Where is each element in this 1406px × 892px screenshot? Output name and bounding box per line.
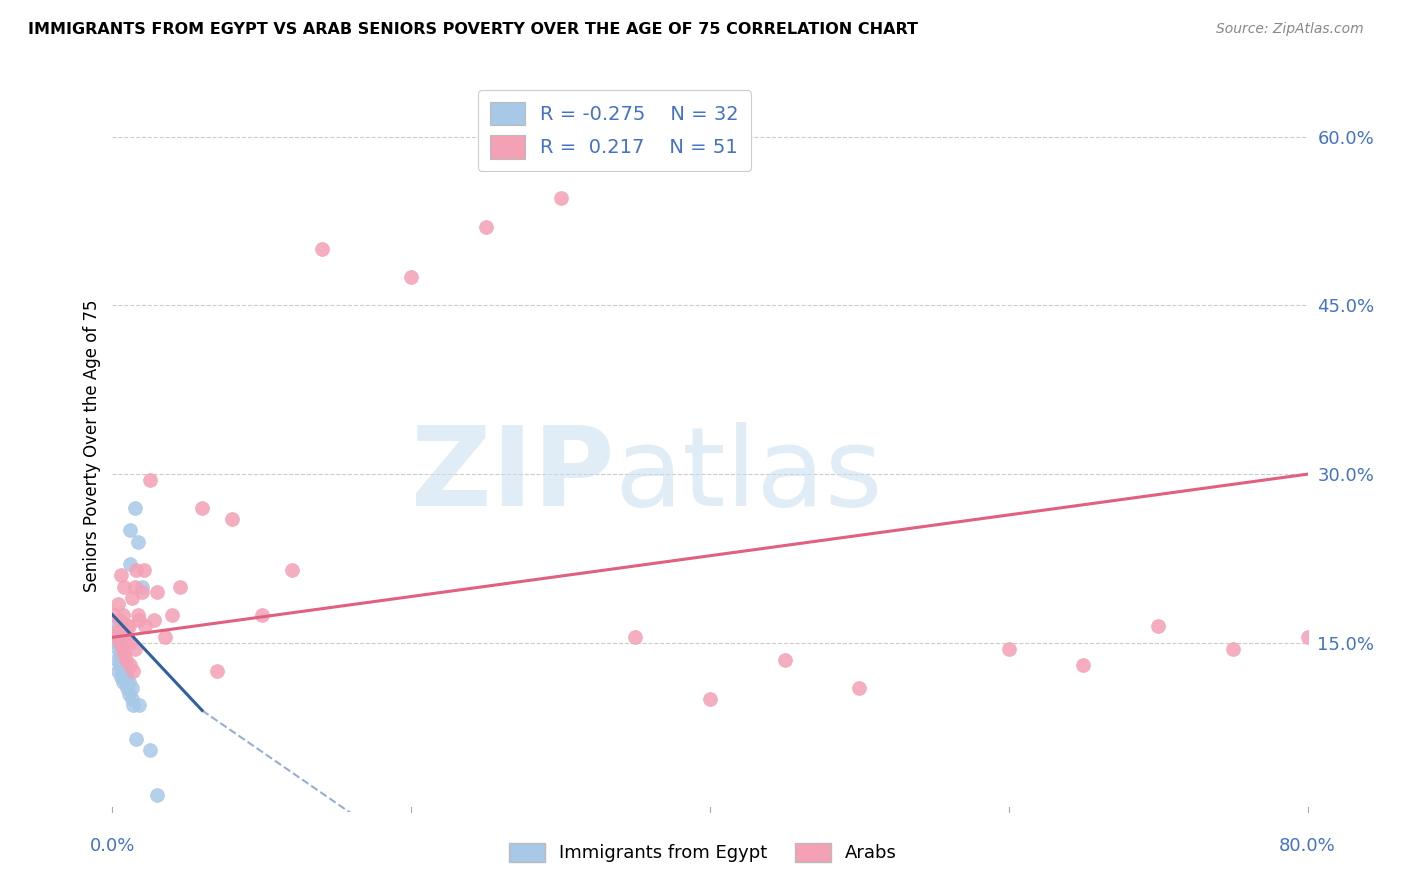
Text: Source: ZipAtlas.com: Source: ZipAtlas.com bbox=[1216, 22, 1364, 37]
Text: 0.0%: 0.0% bbox=[90, 837, 135, 855]
Point bbox=[699, 692, 721, 706]
Point bbox=[162, 607, 183, 622]
Point bbox=[118, 619, 141, 633]
Point bbox=[139, 743, 162, 757]
Point bbox=[117, 619, 139, 633]
Point bbox=[125, 731, 148, 746]
Text: IMMIGRANTS FROM EGYPT VS ARAB SENIORS POVERTY OVER THE AGE OF 75 CORRELATION CHA: IMMIGRANTS FROM EGYPT VS ARAB SENIORS PO… bbox=[28, 22, 918, 37]
Point bbox=[998, 641, 1021, 656]
Point bbox=[104, 619, 127, 633]
Point bbox=[250, 607, 273, 622]
Text: atlas: atlas bbox=[614, 422, 883, 529]
Point bbox=[191, 500, 214, 515]
Text: ZIP: ZIP bbox=[411, 422, 614, 529]
Point bbox=[134, 619, 156, 633]
Point bbox=[153, 630, 176, 644]
Point bbox=[122, 664, 145, 678]
Y-axis label: Seniors Poverty Over the Age of 75: Seniors Poverty Over the Age of 75 bbox=[83, 300, 101, 592]
Point bbox=[1222, 641, 1244, 656]
Point bbox=[221, 512, 243, 526]
Point bbox=[121, 681, 143, 695]
Point bbox=[124, 500, 146, 515]
Point bbox=[1296, 630, 1319, 644]
Point bbox=[117, 670, 139, 684]
Point bbox=[146, 585, 169, 599]
Point bbox=[401, 270, 423, 285]
Point bbox=[624, 630, 647, 644]
Point bbox=[139, 473, 162, 487]
Point bbox=[115, 664, 138, 678]
Point bbox=[115, 675, 138, 690]
Point bbox=[128, 614, 150, 628]
Text: 80.0%: 80.0% bbox=[1279, 837, 1336, 855]
Point bbox=[1147, 619, 1170, 633]
Point bbox=[124, 580, 146, 594]
Point bbox=[127, 607, 149, 622]
Point bbox=[111, 641, 134, 656]
Point bbox=[107, 664, 129, 678]
Point bbox=[131, 580, 153, 594]
Point bbox=[110, 653, 132, 667]
Point bbox=[120, 524, 142, 538]
Point bbox=[115, 653, 138, 667]
Point bbox=[146, 788, 169, 802]
Point bbox=[117, 630, 139, 644]
Point bbox=[475, 219, 498, 234]
Point bbox=[110, 670, 132, 684]
Point bbox=[120, 658, 142, 673]
Point bbox=[107, 641, 129, 656]
Point bbox=[108, 647, 131, 661]
Point bbox=[114, 580, 135, 594]
Point bbox=[105, 636, 128, 650]
Point bbox=[120, 636, 142, 650]
Point bbox=[124, 641, 146, 656]
Point bbox=[108, 658, 131, 673]
Point bbox=[110, 568, 132, 582]
Point bbox=[105, 653, 128, 667]
Point bbox=[108, 614, 131, 628]
Point bbox=[118, 687, 141, 701]
Point bbox=[114, 647, 135, 661]
Point bbox=[848, 681, 870, 695]
Point bbox=[114, 658, 135, 673]
Point bbox=[1073, 658, 1095, 673]
Point bbox=[550, 191, 572, 205]
Point bbox=[104, 624, 127, 639]
Point bbox=[281, 563, 304, 577]
Point bbox=[128, 698, 150, 712]
Point bbox=[121, 591, 143, 605]
Point bbox=[107, 597, 129, 611]
Point bbox=[120, 557, 142, 571]
Point bbox=[773, 653, 796, 667]
Point bbox=[103, 607, 125, 622]
Point bbox=[131, 585, 153, 599]
Point bbox=[103, 630, 125, 644]
Point bbox=[118, 675, 141, 690]
Point bbox=[143, 614, 166, 628]
Point bbox=[125, 563, 148, 577]
Point bbox=[121, 692, 143, 706]
Point bbox=[108, 636, 131, 650]
Point bbox=[169, 580, 191, 594]
Point bbox=[111, 675, 134, 690]
Point bbox=[205, 664, 228, 678]
Point bbox=[111, 664, 134, 678]
Legend: Immigrants from Egypt, Arabs: Immigrants from Egypt, Arabs bbox=[502, 836, 904, 870]
Point bbox=[117, 681, 139, 695]
Point bbox=[114, 670, 135, 684]
Point bbox=[127, 534, 149, 549]
Point bbox=[311, 242, 333, 256]
Point bbox=[105, 630, 128, 644]
Point bbox=[132, 563, 155, 577]
Point bbox=[111, 607, 134, 622]
Legend: R = -0.275    N = 32, R =  0.217    N = 51: R = -0.275 N = 32, R = 0.217 N = 51 bbox=[478, 90, 751, 170]
Point bbox=[122, 698, 145, 712]
